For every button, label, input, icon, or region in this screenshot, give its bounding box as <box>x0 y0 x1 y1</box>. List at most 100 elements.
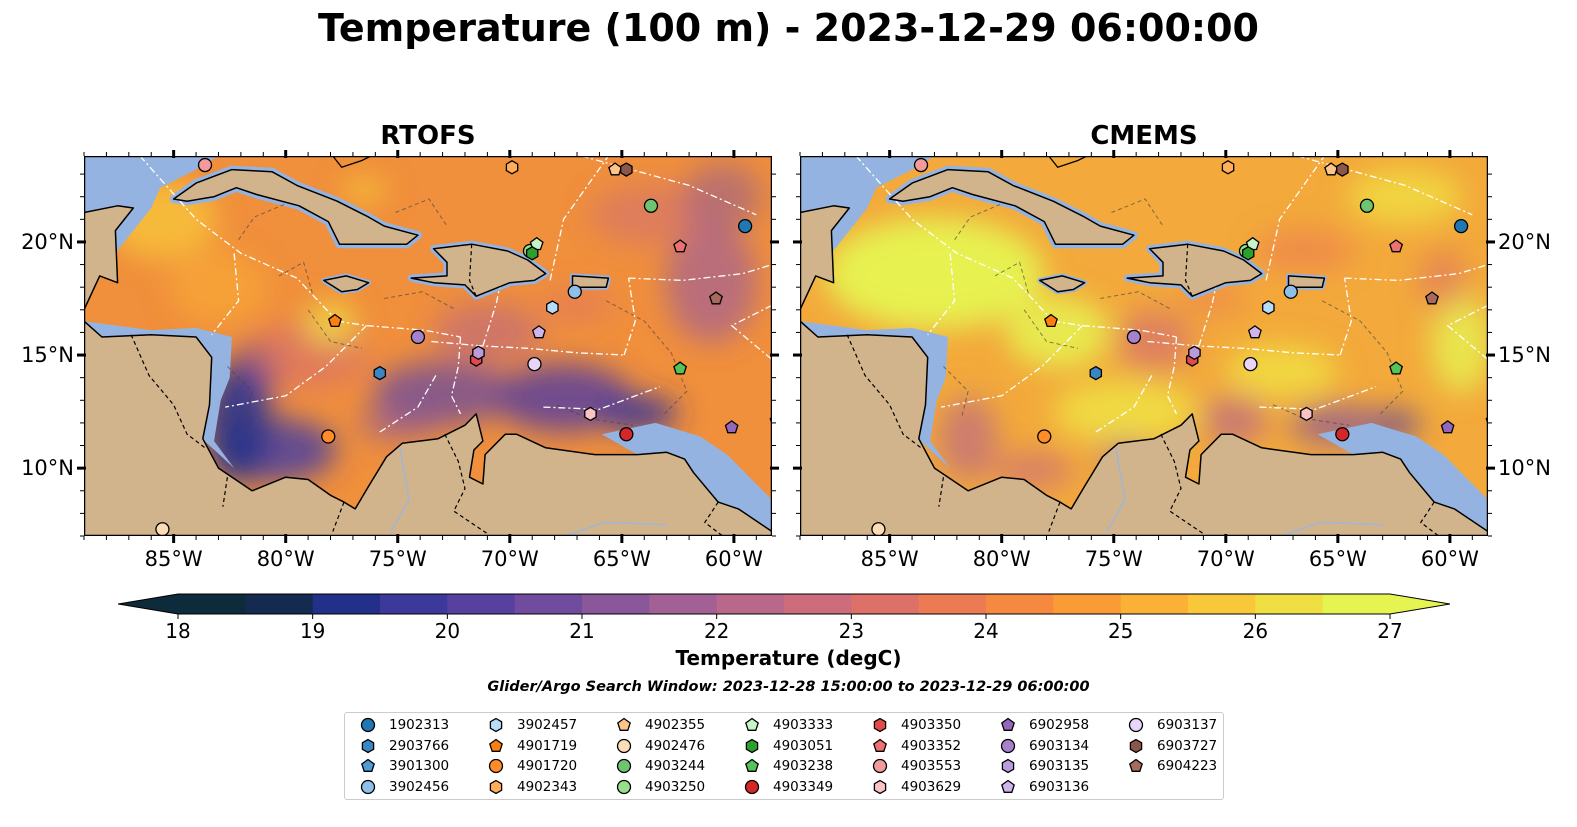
legend-label: 4901720 <box>517 758 578 774</box>
lon-tick-label: 75°W <box>369 547 427 571</box>
legend-item-6903134: 6903134 <box>997 736 1089 756</box>
legend-item-4902343: 4902343 <box>485 777 577 797</box>
float-marker-4903238[interactable] <box>1389 361 1404 375</box>
float-marker-4903238[interactable] <box>673 361 688 375</box>
legend-marker-6903136 <box>1001 779 1015 793</box>
float-marker-4901719[interactable] <box>1044 313 1058 328</box>
legend-label: 4903333 <box>773 717 834 733</box>
float-marker-4902476[interactable] <box>871 522 886 536</box>
float-marker-1902313[interactable] <box>737 218 753 234</box>
pentagon-icon <box>1001 717 1015 731</box>
land-central-south-america <box>800 320 1488 536</box>
legend-marker-6903135 <box>1001 758 1015 774</box>
pentagon-icon <box>873 738 887 752</box>
legend-label: 6902958 <box>1029 717 1090 733</box>
legend-marker-2903766 <box>361 738 375 753</box>
legend-item-4903629: 4903629 <box>869 777 961 797</box>
legend-item-4901720: 4901720 <box>485 756 577 776</box>
circle-icon <box>616 779 632 794</box>
float-marker-4903629[interactable] <box>1300 406 1313 422</box>
float-marker-6903135[interactable] <box>1188 345 1201 361</box>
legend-label: 4901719 <box>517 737 578 754</box>
float-marker-3902456[interactable] <box>567 284 582 299</box>
legend: 1902313 2903766 3901300 3902456 3902457 49017… <box>344 712 1224 800</box>
float-marker-4903553[interactable] <box>913 157 929 173</box>
land-jamaica <box>1039 275 1086 293</box>
legend-marker-4903244 <box>616 758 632 774</box>
lon-tick-label: 85°W <box>145 547 203 571</box>
float-marker-4903244[interactable] <box>643 198 659 213</box>
land-puerto-rico <box>571 275 610 288</box>
float-marker-6903135[interactable] <box>472 345 485 361</box>
legend-label: 4903250 <box>645 778 706 795</box>
map-panel-rtofs[interactable] <box>84 156 772 536</box>
float-marker-4901720[interactable] <box>1037 429 1052 444</box>
float-marker-1902313[interactable] <box>1453 218 1469 234</box>
float-marker-6903727[interactable] <box>1336 162 1349 177</box>
map-panel-cmems[interactable] <box>800 156 1488 536</box>
circle-icon <box>360 717 376 733</box>
float-marker-6904223[interactable] <box>709 291 723 305</box>
legend-label: 4903051 <box>773 737 834 754</box>
hexagon-icon <box>745 738 759 753</box>
legend-item-4903333: 4903333 <box>741 715 833 735</box>
legend-item-4903349: 4903349 <box>741 777 833 797</box>
pentagon-icon <box>1001 779 1015 793</box>
legend-item-6902958: 6902958 <box>997 715 1089 735</box>
float-marker-4903349[interactable] <box>1335 427 1350 442</box>
legend-label: 4903244 <box>645 758 706 774</box>
legend-marker-4903238 <box>745 758 759 772</box>
float-marker-4902343[interactable] <box>505 160 519 175</box>
colorbar-tick-label: 19 <box>300 619 325 643</box>
legend-marker-6904223 <box>1129 758 1143 772</box>
float-marker-6904223[interactable] <box>1425 291 1439 305</box>
legend-item-3902456: 3902456 <box>357 777 449 797</box>
legend-marker-4903051 <box>745 738 759 753</box>
float-marker-4903352[interactable] <box>673 239 688 253</box>
legend-item-6903136: 6903136 <box>997 777 1089 797</box>
legend-item-4903238: 4903238 <box>741 756 833 776</box>
float-marker-6903136[interactable] <box>531 325 546 339</box>
float-marker-4902343[interactable] <box>1221 160 1235 175</box>
float-marker-6903137[interactable] <box>1243 356 1258 372</box>
float-marker-4902476[interactable] <box>155 522 170 536</box>
legend-marker-4903333 <box>745 717 759 731</box>
legend-item-3902457: 3902457 <box>485 715 577 735</box>
float-marker-2903766[interactable] <box>373 365 387 381</box>
float-marker-3902457[interactable] <box>1262 300 1275 315</box>
float-marker-4903349[interactable] <box>619 427 634 442</box>
float-marker-4903352[interactable] <box>1389 239 1404 253</box>
legend-marker-4903629 <box>873 779 887 794</box>
float-marker-4903051[interactable] <box>525 246 539 261</box>
float-marker-4903244[interactable] <box>1359 198 1375 213</box>
legend-label: 6903134 <box>1029 737 1090 754</box>
lat-tick-label: 15°N <box>1498 343 1551 367</box>
float-marker-6903136[interactable] <box>1247 325 1262 339</box>
legend-label: 1902313 <box>389 717 450 733</box>
legend-label: 6903727 <box>1157 737 1218 754</box>
float-marker-6903727[interactable] <box>620 162 633 177</box>
float-marker-4903553[interactable] <box>197 157 213 173</box>
legend-item-2903766: 2903766 <box>357 736 449 756</box>
float-marker-6903134[interactable] <box>410 329 426 345</box>
float-marker-4901719[interactable] <box>328 313 342 328</box>
legend-marker-4902343 <box>489 779 503 794</box>
legend-item-4903250: 4903250 <box>613 777 705 797</box>
legend-marker-3902456 <box>360 779 376 794</box>
legend-marker-3902457 <box>489 717 503 733</box>
float-marker-6903137[interactable] <box>527 356 542 372</box>
float-marker-4903629[interactable] <box>584 406 597 422</box>
float-marker-6903134[interactable] <box>1126 329 1142 345</box>
land-puerto-rico <box>1287 275 1326 288</box>
float-marker-4901720[interactable] <box>321 429 336 444</box>
float-marker-2903766[interactable] <box>1089 365 1103 381</box>
float-marker-3902456[interactable] <box>1283 284 1298 299</box>
float-marker-6902958[interactable] <box>1440 420 1455 434</box>
float-marker-3902457[interactable] <box>546 300 559 315</box>
legend-label: 4903349 <box>773 778 834 795</box>
legend-item-6903135: 6903135 <box>997 756 1089 776</box>
float-marker-4903051[interactable] <box>1241 246 1255 261</box>
legend-item-6904223: 6904223 <box>1125 756 1217 776</box>
float-marker-6902958[interactable] <box>724 420 739 434</box>
lon-tick-label: 65°W <box>593 547 651 571</box>
